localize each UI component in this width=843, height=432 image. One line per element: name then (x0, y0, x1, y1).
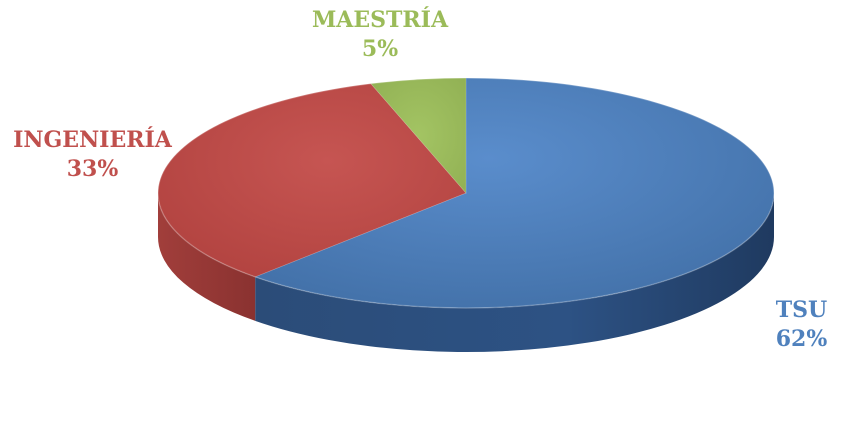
slice-label-maestria-name: MAESTRÍA (311, 7, 449, 33)
slice-label-tsu-name: TSU (775, 297, 828, 323)
pie-side-tsu (255, 193, 774, 352)
slice-label-tsu-value: 62% (775, 326, 828, 352)
pie-slice-maestria (370, 77, 467, 195)
slice-label-maestria: MAESTRÍA 5% (250, 6, 510, 64)
pie-slice-tsu (254, 77, 775, 309)
slice-label-tsu: TSU 62% (760, 296, 843, 354)
slice-label-maestria-value: 5% (361, 36, 399, 62)
pie-rim (157, 77, 775, 309)
slice-label-ingenieria-name: INGENIERÍA (13, 127, 172, 153)
pie-tops (157, 77, 775, 309)
pie-side-ingenieria (158, 193, 256, 321)
slice-label-ingenieria: INGENIERÍA 33% (0, 126, 185, 184)
slice-label-ingenieria-value: 33% (66, 156, 119, 182)
pie-sides (158, 193, 774, 352)
pie-slice-ingenieria (157, 83, 467, 278)
